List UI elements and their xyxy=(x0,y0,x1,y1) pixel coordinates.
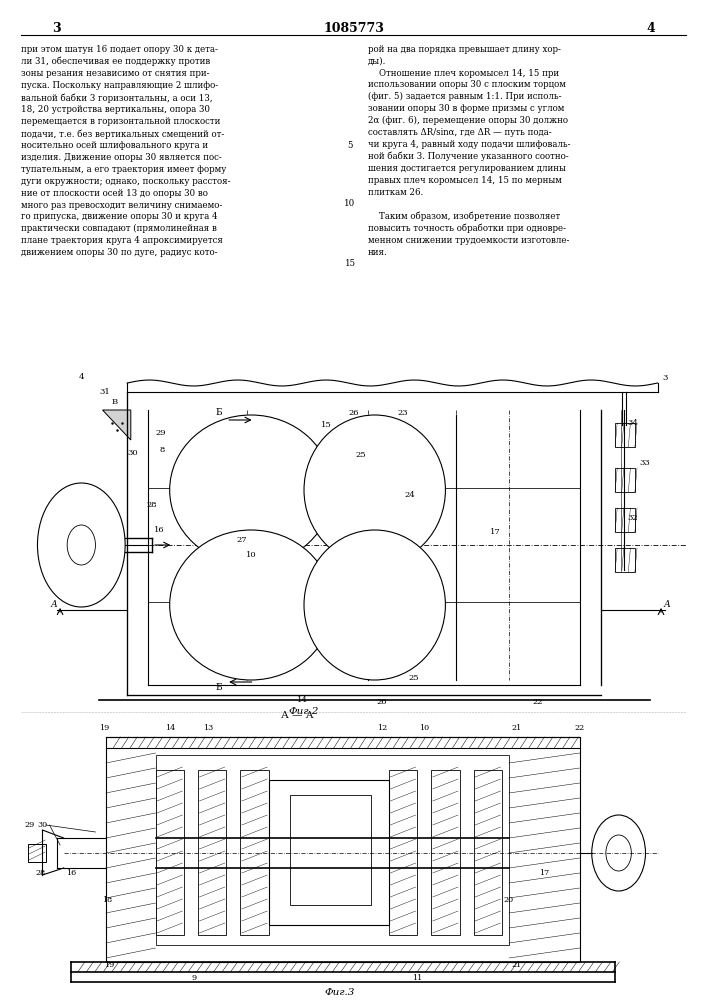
Text: 28: 28 xyxy=(146,501,158,509)
Bar xyxy=(198,770,226,935)
Bar xyxy=(431,770,460,935)
Bar xyxy=(474,770,502,935)
Text: А: А xyxy=(51,600,58,609)
Text: 4: 4 xyxy=(78,373,84,381)
Text: В: В xyxy=(112,398,117,406)
Text: 13: 13 xyxy=(204,724,214,732)
Text: 29: 29 xyxy=(25,821,35,829)
Text: 30: 30 xyxy=(127,449,139,457)
Text: 33: 33 xyxy=(639,459,650,467)
Text: 3: 3 xyxy=(52,21,61,34)
Ellipse shape xyxy=(304,530,445,680)
Text: 19: 19 xyxy=(105,961,115,969)
Text: 5: 5 xyxy=(347,140,353,149)
Bar xyxy=(615,423,635,447)
Text: 17: 17 xyxy=(489,528,501,536)
Text: 18: 18 xyxy=(103,896,112,904)
Ellipse shape xyxy=(170,530,332,680)
Text: при этом шатун 16 подает опору 30 к дета-
ли 31, обеспечивая ее поддержку против: при этом шатун 16 подает опору 30 к дета… xyxy=(21,45,230,257)
Text: 32: 32 xyxy=(627,514,638,522)
Bar xyxy=(615,468,635,492)
Bar xyxy=(615,548,635,572)
Text: 27: 27 xyxy=(236,536,247,544)
FancyBboxPatch shape xyxy=(21,365,686,710)
Text: 30: 30 xyxy=(37,821,47,829)
Text: 28: 28 xyxy=(36,869,46,877)
Bar xyxy=(269,780,389,925)
Text: А: А xyxy=(663,600,670,609)
Text: 9: 9 xyxy=(192,974,197,982)
Text: 22: 22 xyxy=(575,724,585,732)
Circle shape xyxy=(592,815,645,891)
Bar xyxy=(290,795,371,905)
Text: Б: Б xyxy=(216,683,222,692)
Text: 21: 21 xyxy=(511,724,521,732)
Text: 15: 15 xyxy=(321,421,332,429)
Bar xyxy=(156,755,509,945)
Bar xyxy=(615,508,635,532)
Text: рой на два порядка превышает длину хор-
ды).
    Отношение плеч коромысел 14, 15: рой на два порядка превышает длину хор- … xyxy=(368,45,570,257)
Polygon shape xyxy=(103,410,131,440)
Text: 14: 14 xyxy=(297,696,308,704)
Text: Б: Б xyxy=(216,408,222,417)
Circle shape xyxy=(67,525,95,565)
Bar xyxy=(106,737,580,962)
Text: 16: 16 xyxy=(66,869,76,877)
Text: 10: 10 xyxy=(344,198,356,208)
Text: 19: 19 xyxy=(100,724,110,732)
Text: 4: 4 xyxy=(646,21,655,34)
Circle shape xyxy=(37,483,125,607)
Text: 11: 11 xyxy=(412,974,422,982)
Text: 17: 17 xyxy=(539,869,549,877)
Text: 21: 21 xyxy=(511,961,521,969)
Text: 1085773: 1085773 xyxy=(323,21,384,34)
Text: 14: 14 xyxy=(165,724,175,732)
Text: 10: 10 xyxy=(419,724,429,732)
Circle shape xyxy=(204,540,215,556)
Text: 24: 24 xyxy=(404,491,416,499)
Text: 25: 25 xyxy=(408,674,419,682)
Text: 26: 26 xyxy=(377,698,387,706)
Ellipse shape xyxy=(170,415,332,565)
Circle shape xyxy=(606,835,631,871)
Text: А — А: А — А xyxy=(281,710,313,720)
Bar xyxy=(28,844,46,862)
Text: 22: 22 xyxy=(532,698,542,706)
Text: 12: 12 xyxy=(377,724,387,732)
Text: 10: 10 xyxy=(245,551,257,559)
Text: 3: 3 xyxy=(662,374,667,382)
Text: 31: 31 xyxy=(99,388,110,396)
Bar xyxy=(240,770,269,935)
Text: 8: 8 xyxy=(160,446,165,454)
Text: 15: 15 xyxy=(344,258,356,267)
Text: Фиг.3: Фиг.3 xyxy=(325,988,354,997)
Text: 20: 20 xyxy=(504,896,514,904)
Text: 16: 16 xyxy=(153,526,165,534)
Text: 29: 29 xyxy=(156,429,167,437)
Ellipse shape xyxy=(304,415,445,565)
Text: 23: 23 xyxy=(397,409,409,417)
Text: 34: 34 xyxy=(627,419,638,427)
Bar xyxy=(389,770,417,935)
Text: 25: 25 xyxy=(355,451,366,459)
Text: Фиг.2: Фиг.2 xyxy=(289,707,319,716)
Bar xyxy=(156,770,184,935)
Text: 26: 26 xyxy=(349,409,358,417)
